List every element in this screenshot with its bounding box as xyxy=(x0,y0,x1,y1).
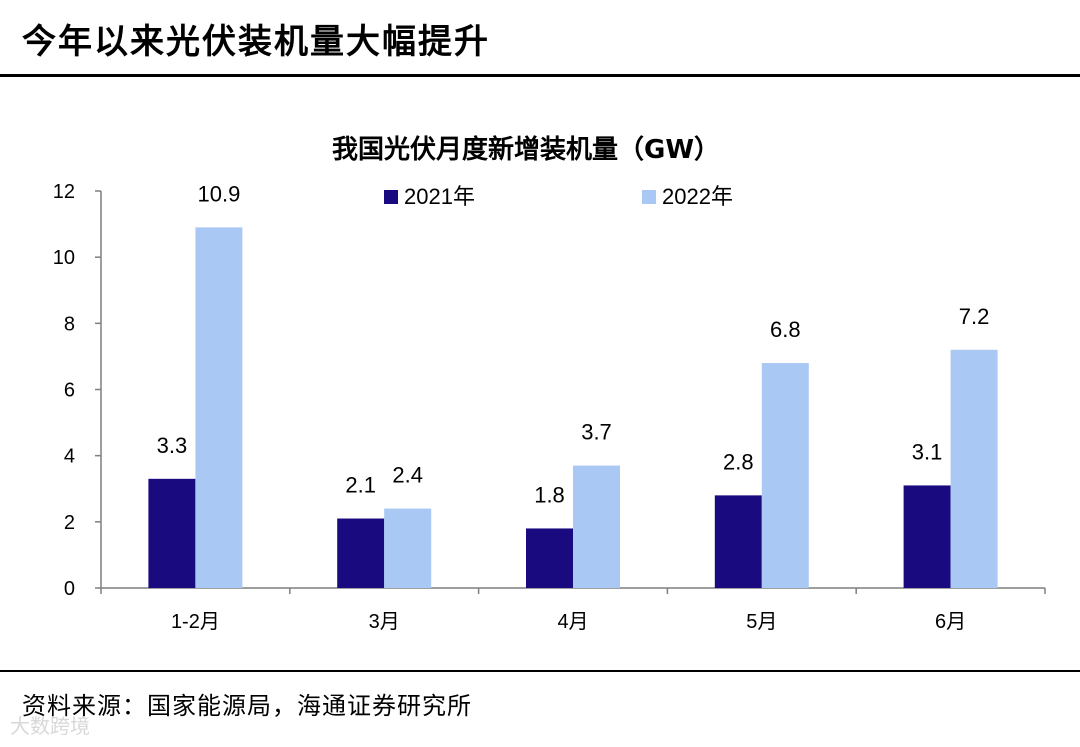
bar xyxy=(195,227,243,588)
x-axis: 1-2月 3月 4月 5月 6月 xyxy=(100,587,1046,633)
y-tick-label: 0 xyxy=(64,578,75,600)
y-axis: 0 2 4 6 8 10 12 xyxy=(53,181,102,600)
bars xyxy=(148,227,998,588)
x-tick-label: 3月 xyxy=(369,611,400,633)
bottom-divider xyxy=(0,670,1080,672)
bar-chart: 我国光伏月度新增装机量（GW） 2021年 2022年 0 2 4 6 8 10 12 1-2… xyxy=(53,134,1046,633)
legend-label: 2021年 xyxy=(404,184,475,209)
source-note: 资料来源：国家能源局，海通证券研究所 xyxy=(22,692,472,720)
data-label: 7.2 xyxy=(959,304,990,329)
bar xyxy=(148,478,196,588)
bar xyxy=(384,508,432,588)
x-tick-label: 6月 xyxy=(935,611,966,633)
legend-swatch xyxy=(642,190,656,204)
x-tick-label: 4月 xyxy=(557,611,588,633)
bar xyxy=(573,465,620,588)
data-label: 3.3 xyxy=(157,433,188,458)
legend-label: 2022年 xyxy=(662,184,733,209)
bar xyxy=(950,349,998,588)
data-label: 3.7 xyxy=(581,420,612,445)
data-label: 1.8 xyxy=(534,482,565,507)
x-tick-label: 1-2月 xyxy=(171,611,220,633)
page-title: 今年以来光伏装机量大幅提升 xyxy=(22,22,490,62)
data-label: 3.1 xyxy=(912,439,943,464)
y-tick-label: 6 xyxy=(64,380,75,402)
data-label: 2.4 xyxy=(392,463,423,488)
y-tick-label: 4 xyxy=(64,446,75,468)
legend-swatch xyxy=(384,190,398,204)
data-label: 10.9 xyxy=(197,181,240,206)
legend: 2021年 2022年 xyxy=(384,184,733,209)
bar xyxy=(714,495,762,588)
x-tick-label: 5月 xyxy=(746,611,777,633)
y-tick-label: 2 xyxy=(64,512,75,534)
data-label: 6.8 xyxy=(770,317,801,342)
watermark: 大数跨境 xyxy=(10,714,90,738)
chart-title: 我国光伏月度新增装机量（GW） xyxy=(332,134,720,165)
data-label: 2.8 xyxy=(723,449,754,474)
top-divider xyxy=(0,74,1080,77)
y-tick-label: 10 xyxy=(53,247,75,269)
bar xyxy=(761,363,809,588)
data-labels: 3.3 2.1 1.8 2.8 3.1 10.9 2.4 3.7 6.8 7.2 xyxy=(157,181,990,507)
y-tick-label: 8 xyxy=(64,313,75,335)
y-tick-label: 12 xyxy=(53,181,75,203)
bar xyxy=(903,485,951,588)
bar xyxy=(526,528,573,588)
bar xyxy=(337,518,385,588)
data-label: 2.1 xyxy=(345,473,376,498)
